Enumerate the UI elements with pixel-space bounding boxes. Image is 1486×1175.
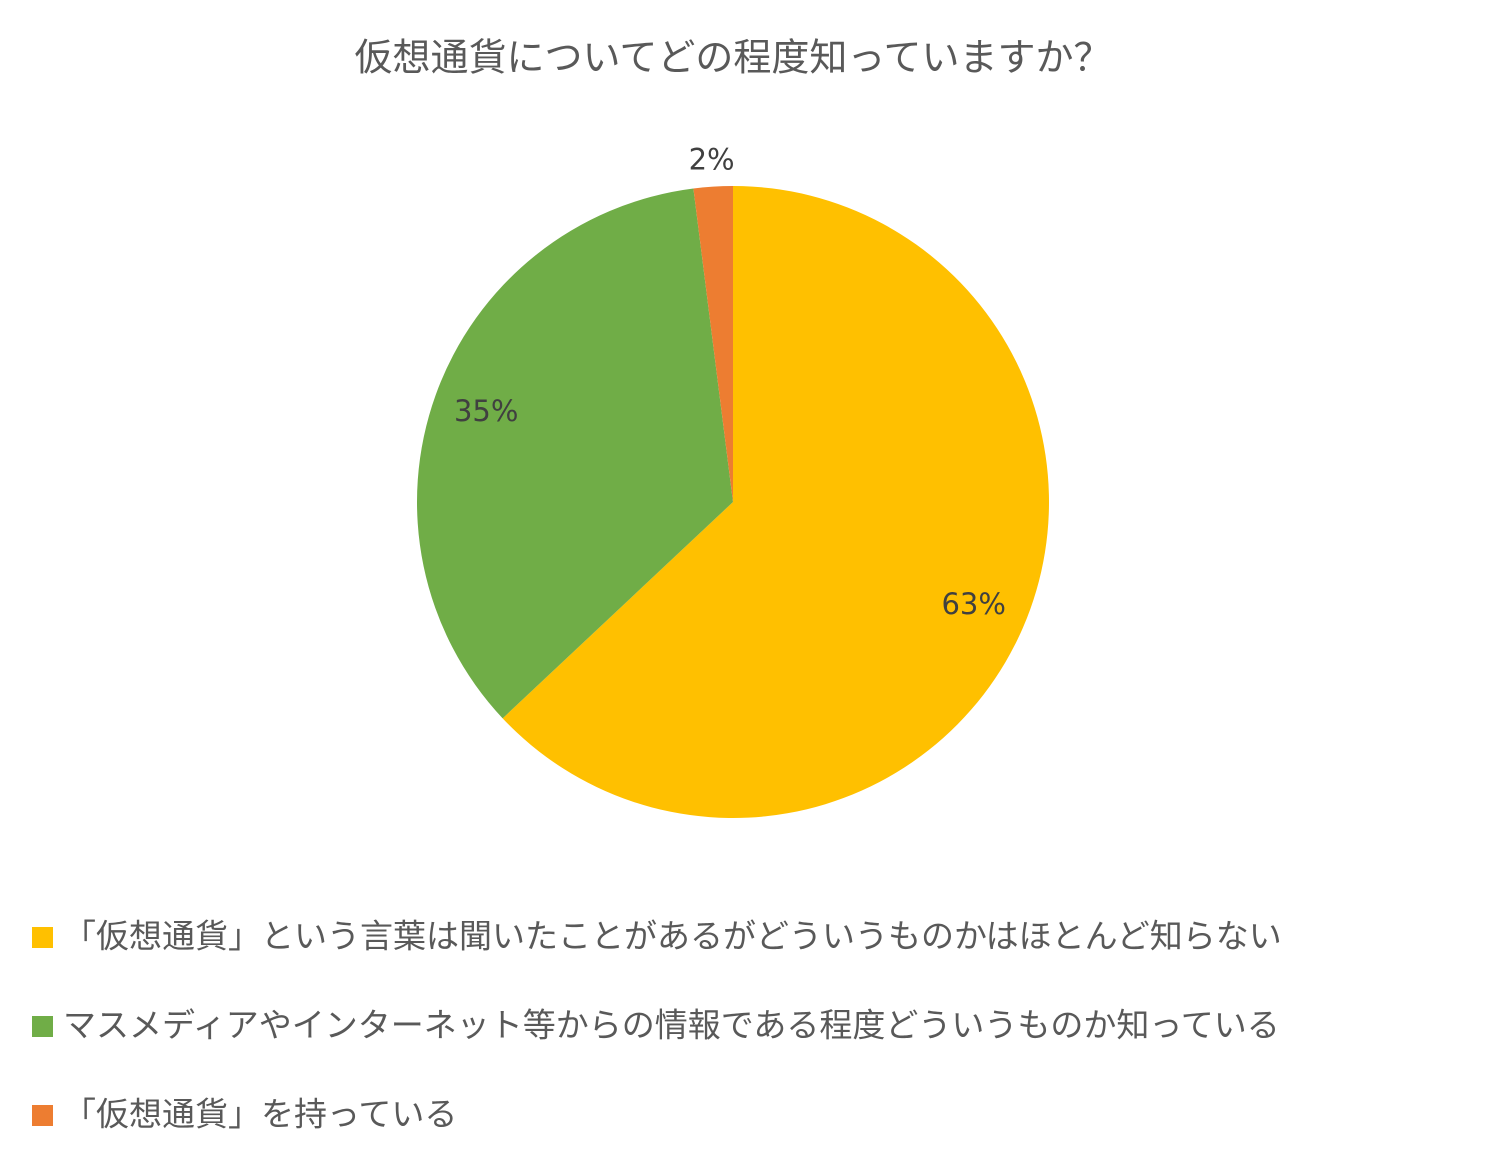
legend-swatch xyxy=(32,1105,53,1126)
pie-slice xyxy=(693,186,733,502)
chart-title: 仮想通貨についてどの程度知っていますか？ xyxy=(355,36,1112,80)
pie-slice xyxy=(502,186,1050,818)
legend-swatch xyxy=(32,927,53,948)
data-label: 35% xyxy=(454,394,518,428)
pie-slice xyxy=(417,188,733,719)
data-label: 63% xyxy=(941,587,1005,621)
legend-label: 「仮想通貨」という言葉は聞いたことがあるがどういうものかはほとんど知らない xyxy=(63,917,1282,956)
legend-swatch xyxy=(32,1016,53,1037)
legend-label: 「仮想通貨」を持っている xyxy=(63,1095,457,1134)
legend-label: マスメディアやインターネット等からの情報である程度どういうものか知っている xyxy=(63,1006,1280,1045)
data-label: 2% xyxy=(689,142,735,176)
